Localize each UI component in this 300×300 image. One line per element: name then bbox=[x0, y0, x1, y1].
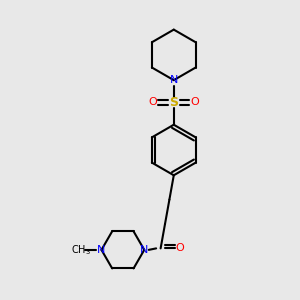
Text: CH$_3$: CH$_3$ bbox=[71, 243, 91, 257]
Text: O: O bbox=[148, 98, 157, 107]
Text: N: N bbox=[97, 245, 106, 255]
Text: N: N bbox=[140, 245, 148, 255]
Text: O: O bbox=[191, 98, 200, 107]
Text: N: N bbox=[169, 75, 178, 85]
Text: S: S bbox=[169, 96, 178, 109]
Text: O: O bbox=[176, 243, 184, 254]
